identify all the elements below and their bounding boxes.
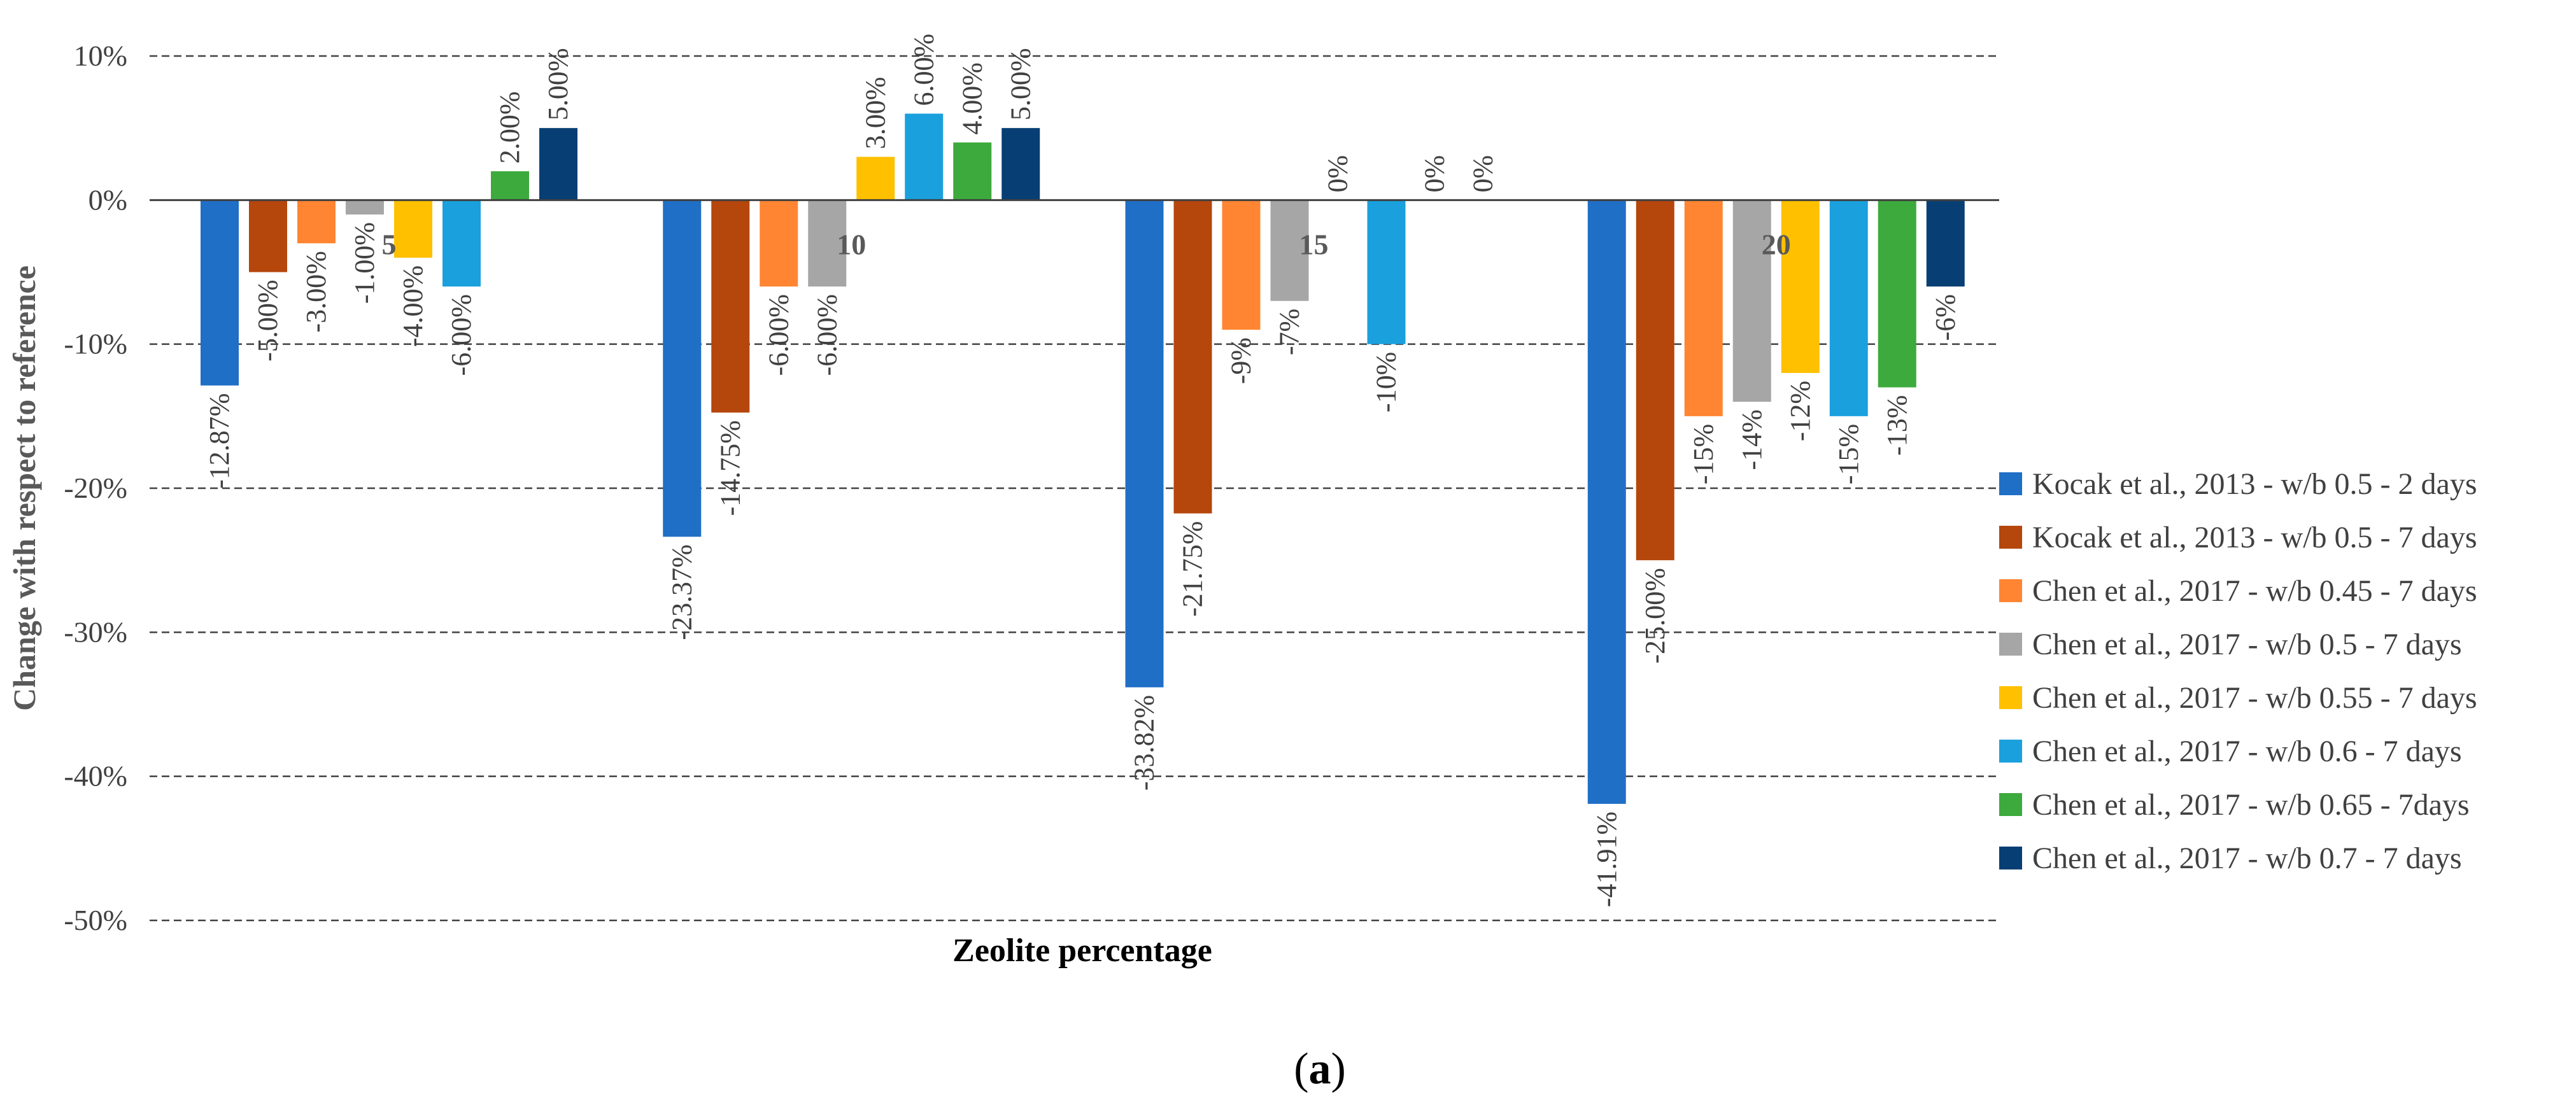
data-label: -12.87%: [204, 393, 235, 489]
legend-label: Chen et al., 2017 - w/b 0.5 - 7 days: [2032, 628, 2462, 661]
y-tick-label: -50%: [64, 904, 127, 936]
data-label: -13%: [1881, 395, 1913, 456]
legend-swatch: [1999, 793, 2022, 816]
caption-close: ): [1331, 1045, 1346, 1094]
legend-label: Chen et al., 2017 - w/b 0.65 - 7days: [2032, 788, 2470, 822]
data-label: -6%: [1930, 294, 1961, 341]
legend-swatch: [1999, 847, 2022, 869]
legend-swatch: [1999, 472, 2022, 495]
data-label: -5.00%: [252, 280, 283, 362]
caption-letter: a: [1308, 1045, 1331, 1094]
bar: [1587, 200, 1626, 804]
data-label: -4.00%: [397, 265, 428, 347]
data-label: 0%: [1468, 155, 1499, 193]
legend-label: Chen et al., 2017 - w/b 0.7 - 7 days: [2032, 841, 2462, 875]
bar: [201, 200, 239, 386]
y-tick-label: -40%: [64, 760, 127, 792]
legend-label: Kocak et al., 2013 - w/b 0.5 - 2 days: [2032, 467, 2477, 501]
bar: [1125, 200, 1164, 687]
bar: [249, 200, 287, 272]
data-label: -1.00%: [349, 222, 380, 304]
bar: [297, 200, 336, 244]
category-label: 20: [1762, 228, 1791, 260]
data-label: 5.00%: [542, 48, 574, 121]
category-label: 5: [382, 228, 397, 260]
data-label: -3.00%: [301, 251, 332, 332]
bar: [1781, 200, 1820, 373]
bar: [1684, 200, 1723, 416]
y-tick-label: -10%: [64, 328, 127, 360]
data-label: -14%: [1736, 409, 1767, 470]
bar: [442, 200, 481, 287]
y-tick-label: 10%: [74, 39, 127, 72]
bar: [808, 200, 847, 287]
data-label: -6.00%: [763, 294, 794, 376]
y-axis-title: Change with respect to reference: [6, 265, 42, 711]
caption-open: (: [1294, 1045, 1309, 1094]
bar: [663, 200, 702, 537]
category-label: 15: [1299, 228, 1329, 260]
legend-swatch: [1999, 633, 2022, 656]
bar: [905, 113, 944, 201]
y-tick-label: 0%: [88, 183, 127, 216]
bar: [491, 171, 529, 201]
data-label: 6.00%: [908, 34, 939, 106]
legend-swatch: [1999, 526, 2022, 549]
bar: [711, 200, 750, 413]
bar: [1222, 200, 1261, 330]
y-tick-label: -30%: [64, 616, 127, 648]
data-label: -6.00%: [446, 294, 477, 376]
legend-swatch: [1999, 740, 2022, 763]
data-label: -10%: [1371, 352, 1402, 412]
legend-swatch: [1999, 579, 2022, 602]
bar: [539, 128, 577, 201]
legend-label: Kocak et al., 2013 - w/b 0.5 - 7 days: [2032, 521, 2477, 554]
data-label: 3.00%: [860, 77, 891, 150]
bar: [953, 142, 992, 201]
legend-swatch: [1999, 686, 2022, 709]
data-label: 0%: [1419, 155, 1450, 193]
bar: [1001, 128, 1040, 201]
bar: [1636, 200, 1674, 561]
data-label: -21.75%: [1177, 521, 1208, 617]
data-label: -41.91%: [1591, 812, 1622, 907]
data-label: 0%: [1322, 155, 1354, 193]
data-label: -15%: [1833, 424, 1864, 484]
bar: [760, 200, 798, 287]
data-label: -23.37%: [666, 544, 697, 640]
data-label: -25.00%: [1639, 568, 1671, 663]
bar: [394, 200, 432, 258]
data-label: 2.00%: [494, 91, 525, 164]
data-label: -9%: [1226, 337, 1257, 384]
data-label: -14.75%: [714, 420, 746, 516]
bar: [1829, 200, 1868, 416]
bar: [346, 200, 384, 215]
figure-caption: (a): [1256, 1044, 1384, 1095]
y-tick-label: -20%: [64, 472, 127, 504]
legend-label: Chen et al., 2017 - w/b 0.55 - 7 days: [2032, 681, 2477, 715]
legend-label: Chen et al., 2017 - w/b 0.6 - 7 days: [2032, 735, 2462, 768]
bar: [1926, 200, 1965, 287]
x-axis-title: Zeolite percentage: [952, 932, 1212, 969]
data-label: -7%: [1274, 309, 1305, 355]
data-label: -6.00%: [811, 294, 842, 376]
data-label: 4.00%: [956, 62, 987, 135]
data-label: 5.00%: [1005, 48, 1036, 121]
bar: [1367, 200, 1406, 344]
bar: [1732, 200, 1771, 402]
legend-label: Chen et al., 2017 - w/b 0.45 - 7 days: [2032, 574, 2477, 608]
data-label: -12%: [1785, 381, 1816, 441]
data-label: -15%: [1688, 424, 1719, 484]
bar: [1270, 200, 1309, 301]
category-label: 10: [837, 228, 866, 260]
bar: [856, 157, 895, 201]
bar: [1173, 200, 1212, 514]
bar: [1878, 200, 1916, 388]
data-label: -33.82%: [1129, 695, 1160, 791]
